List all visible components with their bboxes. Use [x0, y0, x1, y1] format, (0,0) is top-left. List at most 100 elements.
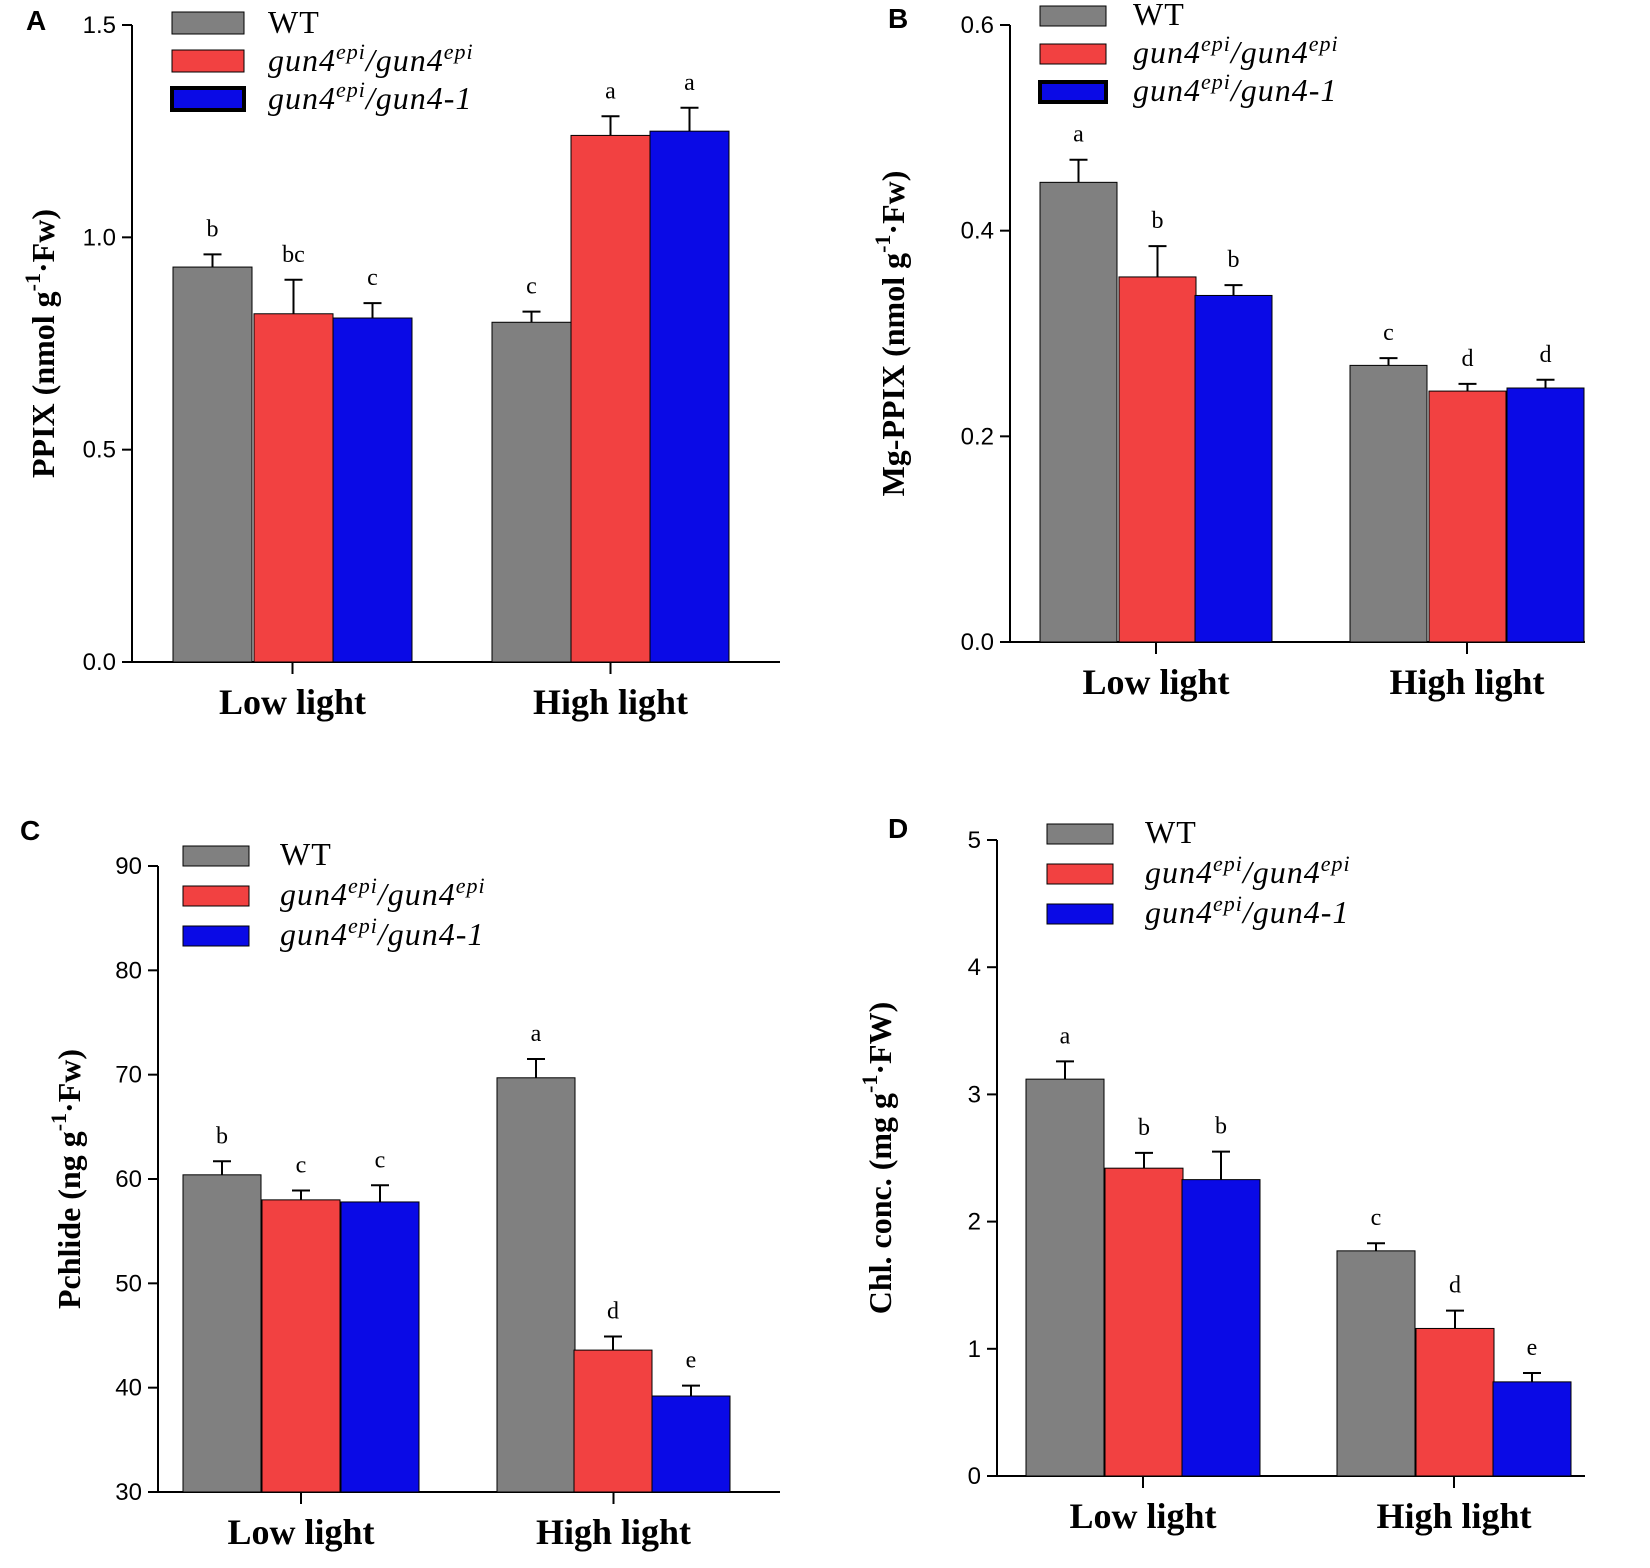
y-tick-label: 5	[968, 827, 981, 854]
legend-swatch	[1046, 823, 1114, 845]
y-axis-label-tail: ·FW)	[862, 1002, 898, 1075]
legend-swatch	[182, 845, 250, 867]
legend-swatch	[1046, 903, 1114, 925]
significance-letter: c	[367, 265, 378, 291]
y-tick-label: 70	[115, 1062, 142, 1089]
y-tick-label: 30	[115, 1479, 142, 1506]
y-axis-label: PPIX (nmol g-1·Fw)	[20, 209, 61, 478]
significance-letter: a	[531, 1021, 542, 1047]
significance-letter: b	[1215, 1114, 1227, 1140]
legend-swatch	[1046, 863, 1114, 885]
panel-letter: A	[26, 5, 46, 36]
legend-swatch	[1039, 43, 1107, 65]
significance-letter: a	[605, 78, 616, 104]
y-axis-label-sup: -1	[870, 235, 895, 253]
x-category-label: Low light	[1082, 662, 1229, 702]
y-axis-label: Pchlide (ng g-1·Fw)	[46, 1049, 87, 1309]
bar	[1039, 181, 1118, 643]
y-axis-label: Chl. conc. (mg g-1·FW)	[857, 1002, 898, 1315]
bar	[570, 134, 651, 663]
y-axis-label-sup: -1	[46, 1113, 71, 1131]
significance-letter: a	[684, 70, 695, 96]
legend-swatch	[1038, 80, 1108, 104]
y-tick-label: 0.5	[83, 437, 116, 464]
y-tick-label: 40	[115, 1375, 142, 1402]
significance-letter: c	[296, 1152, 307, 1178]
panel-letter: B	[888, 3, 908, 34]
significance-letter: d	[607, 1299, 619, 1325]
bar	[573, 1349, 653, 1493]
significance-letter: c	[375, 1147, 386, 1173]
legend-swatch	[182, 925, 250, 947]
x-category-label: Low light	[219, 682, 366, 722]
significance-letter: a	[1060, 1023, 1071, 1049]
significance-letter: d	[1462, 346, 1474, 372]
panel-a: A 0.0 0.5 1.0 1.5 PPIX (nmol g-1·Fw) Low light…	[20, 4, 780, 722]
bar	[1428, 390, 1507, 643]
bar	[1492, 1381, 1572, 1477]
y-tick-label: 0.4	[961, 218, 994, 245]
y-axis-label-tail: ·Fw)	[51, 1049, 87, 1113]
bar	[1349, 364, 1428, 643]
legend-label: WT	[268, 4, 320, 40]
bar	[651, 1395, 731, 1493]
bar	[496, 1077, 576, 1493]
significance-letter: c	[1383, 320, 1394, 346]
y-axis-label-base: Chl. conc. (mg g	[862, 1093, 898, 1314]
bar	[1025, 1078, 1105, 1477]
bar	[261, 1199, 341, 1493]
y-axis-label: Mg-PPIX (nmol g-1·Fw)	[870, 171, 911, 497]
bar	[172, 266, 253, 663]
legend-label: gun4epi/gun4-1	[1133, 69, 1337, 108]
bar	[491, 321, 572, 663]
y-axis-label-sup: -1	[857, 1075, 882, 1093]
y-tick-label: 80	[115, 957, 142, 984]
legend-swatch	[171, 11, 245, 35]
legend-label: gun4epi/gun4epi	[1145, 851, 1351, 890]
legend-label: gun4epi/gun4-1	[268, 77, 472, 116]
bar	[1181, 1179, 1261, 1477]
significance-letter: b	[1138, 1115, 1150, 1141]
y-axis-label-base: PPIX (nmol g	[25, 291, 61, 478]
significance-letter: b	[1228, 247, 1240, 273]
y-axis-label-base: Mg-PPIX (nmol g	[875, 253, 911, 497]
x-category-label: Low light	[227, 1512, 374, 1552]
y-tick-label: 0	[968, 1463, 981, 1490]
significance-letter: c	[1371, 1205, 1382, 1231]
bar	[1194, 294, 1273, 643]
significance-letter: b	[207, 216, 219, 242]
significance-letter: e	[1527, 1335, 1538, 1361]
y-tick-label: 60	[115, 1166, 142, 1193]
y-tick-label: 2	[968, 1209, 981, 1236]
x-category-label: High light	[536, 1512, 691, 1552]
significance-letter: c	[526, 274, 537, 300]
y-tick-label: 1	[968, 1336, 981, 1363]
legend-label: gun4epi/gun4epi	[1133, 31, 1339, 70]
legend-swatch	[182, 885, 250, 907]
y-tick-label: 1.0	[83, 224, 116, 251]
y-axis-label-base: Pchlide (ng g	[51, 1131, 87, 1309]
y-tick-label: 4	[968, 954, 981, 981]
significance-letter: b	[216, 1123, 228, 1149]
y-axis-label-sup: -1	[20, 273, 45, 291]
y-tick-label: 0.2	[961, 423, 994, 450]
y-tick-label: 1.5	[83, 12, 116, 39]
panel-b: B 0.0 0.2 0.4 0.6 Mg-PPIX (nmol g-1·Fw) Low li…	[870, 0, 1585, 702]
x-category-label: High light	[1389, 662, 1544, 702]
y-tick-label: 90	[115, 853, 142, 880]
panel-d: D 0 1 2 3 4 5 Chl. conc. (mg g-1·FW) Low light Hi…	[857, 813, 1585, 1536]
legend-swatch	[171, 49, 245, 73]
bar	[253, 313, 334, 663]
significance-letter: d	[1540, 342, 1552, 368]
bar	[1336, 1250, 1416, 1477]
bar	[340, 1201, 420, 1493]
significance-letter: e	[686, 1348, 697, 1374]
y-tick-label: 0.0	[83, 649, 116, 676]
legend-label: gun4epi/gun4-1	[280, 913, 484, 952]
y-axis-label-tail: ·Fw)	[875, 171, 911, 235]
legend-label: gun4epi/gun4epi	[280, 873, 486, 912]
significance-letter: d	[1449, 1273, 1461, 1299]
y-axis-label-tail: ·Fw)	[25, 209, 61, 273]
legend-swatch	[1039, 5, 1107, 27]
legend-label: WT	[1145, 814, 1197, 850]
